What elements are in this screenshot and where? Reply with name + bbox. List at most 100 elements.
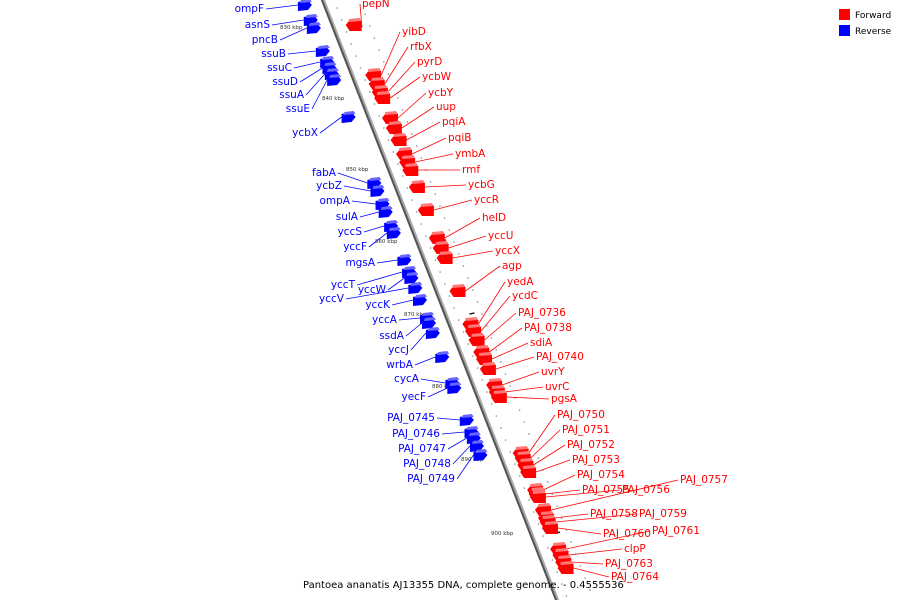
gene-label-forward: ycdC [512, 290, 538, 302]
position-dot [561, 583, 563, 585]
leader-line [387, 61, 416, 93]
gene-label-forward: pqiA [442, 116, 466, 128]
gene-label-reverse: yccW [358, 284, 387, 296]
leader-line [554, 513, 589, 519]
gene-label-reverse: cycA [394, 373, 420, 385]
kbp-tick-label: 850 kbp [346, 167, 369, 173]
gene-label-forward: PAJ_0751 [562, 424, 610, 436]
gene-label-forward: yccX [495, 245, 520, 257]
gene-label-reverse: yccF [343, 241, 367, 253]
leader-line [448, 235, 487, 249]
leader-line [533, 444, 566, 466]
gene-forward-PAJ_0756 [529, 490, 546, 503]
gene-reverse-ycbZ [370, 185, 385, 197]
position-dot [486, 391, 488, 393]
leader-line [573, 567, 610, 578]
gene-forward-pepN [345, 18, 362, 31]
position-dot [429, 247, 432, 249]
gene-label-reverse: ssuC [267, 62, 292, 74]
leader-line [436, 417, 460, 421]
gene-reverse-wrbA [435, 351, 450, 363]
leader-line [415, 153, 454, 163]
position-dot [415, 211, 418, 213]
gene-label-forward: PAJ_0764 [611, 571, 659, 583]
gene-label-reverse: yecF [402, 391, 427, 403]
position-dot [364, 13, 366, 15]
leader-line [387, 277, 405, 291]
leader-line [566, 530, 651, 550]
legend-reverse-label: Reverse [855, 27, 892, 37]
position-dot [467, 277, 469, 279]
position-dot [340, 19, 343, 21]
position-dot [584, 577, 586, 579]
gene-label-forward: PAJ_0738 [524, 322, 572, 334]
position-dot [369, 91, 371, 93]
position-dot [486, 325, 488, 327]
leader-line [465, 265, 501, 292]
gene-forward-pqiA [390, 133, 407, 146]
position-dot [397, 97, 399, 99]
kbp-tick-label: 900 kbp [491, 531, 514, 537]
position-dot [401, 109, 404, 111]
gene-label-reverse: yccS [338, 226, 363, 238]
gene-reverse-PAJ_0745 [459, 414, 474, 426]
gene-label-forward: helD [482, 212, 506, 224]
leader-line [391, 299, 414, 306]
position-dot [500, 427, 502, 429]
position-dot [523, 487, 526, 489]
position-dot [359, 67, 362, 69]
leader-line [368, 232, 388, 248]
position-dot [378, 49, 380, 51]
position-dot [476, 301, 479, 303]
position-dot [523, 421, 526, 423]
gene-forward-PAJ_0764 [557, 561, 574, 574]
gene-forward-PAJ_0760 [541, 521, 558, 534]
position-dot [345, 31, 348, 33]
gene-label-reverse: PAJ_0747 [398, 443, 446, 455]
leader-line [542, 474, 576, 491]
leader-line [530, 429, 561, 459]
leader-line [489, 327, 523, 353]
gene-forward-ycbW [374, 91, 391, 104]
position-dot [514, 463, 516, 465]
leader-line [424, 184, 467, 188]
position-dot [518, 409, 521, 411]
gene-reverse-ssuE [327, 74, 342, 86]
leader-line [557, 527, 602, 535]
gene-label-forward: PAJ_0761 [652, 525, 700, 537]
leader-line [555, 513, 638, 523]
gene-reverse-pncB [306, 22, 321, 34]
gene-label-reverse: yccK [365, 299, 391, 311]
position-dot [406, 187, 409, 189]
gene-forward-helD [428, 231, 445, 244]
position-dot [546, 547, 549, 549]
leader-line [305, 73, 326, 96]
gene-label-forward: pepN [362, 0, 390, 10]
gene-reverse-yccK [413, 294, 427, 306]
position-dot [439, 271, 441, 273]
position-dot [481, 379, 484, 381]
leader-line [441, 431, 465, 435]
gene-label-reverse: ompA [319, 195, 350, 207]
gene-label-forward: uvrY [541, 366, 565, 378]
position-dot [448, 295, 451, 297]
position-dot [589, 589, 591, 591]
position-dot [528, 433, 530, 435]
gene-label-reverse: asnS [245, 19, 271, 31]
position-dot [504, 439, 507, 441]
gene-reverse-ssuB [315, 45, 330, 57]
position-dot [364, 79, 366, 81]
gene-label-forward: PAJ_0757 [680, 474, 728, 486]
leader-line [535, 459, 571, 473]
leader-line [433, 199, 473, 211]
position-dot [429, 181, 432, 183]
leader-line [384, 46, 409, 85]
gene-label-forward: ymbA [455, 148, 486, 160]
kbp-tick-label: 830 kbp [280, 25, 303, 31]
position-dot [546, 481, 549, 483]
gene-label-forward: PAJ_0756 [622, 484, 670, 496]
leader-line [444, 217, 481, 239]
kbp-tick-label: 870 kbp [404, 312, 427, 318]
position-dot [397, 163, 399, 165]
